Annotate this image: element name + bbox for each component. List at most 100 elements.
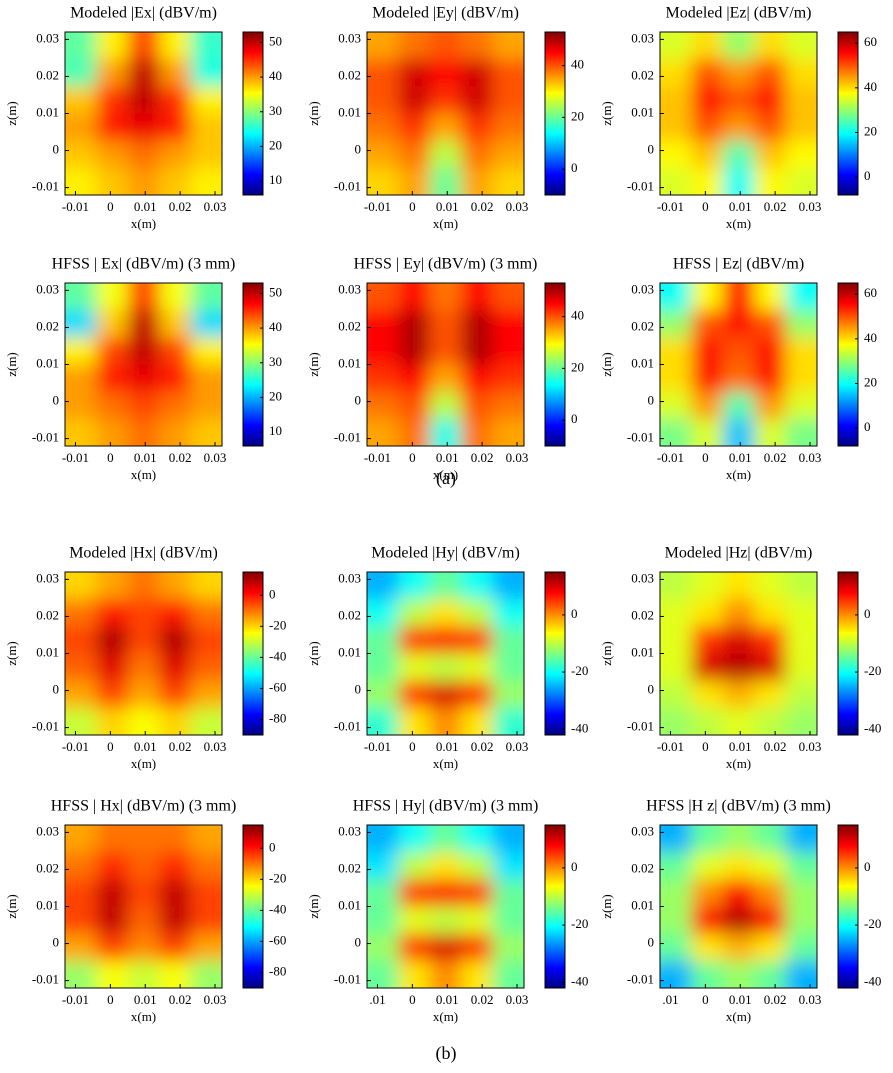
heatmap-cell [127,599,160,627]
colorbar [544,571,566,736]
heatmap-cell [159,680,192,709]
heatmap-cell [722,852,755,880]
heatmap [65,32,222,195]
colorbar-tick-label: -40 [269,901,286,916]
heatmap-cell [65,680,97,709]
heatmap-cell [159,337,192,365]
heatmap-cell [65,86,97,114]
x-axis-label: x(m) [726,216,751,231]
heatmap-cell [96,852,129,880]
heatmap-cell [96,59,129,87]
heatmap-cell [159,283,192,311]
caption: (b) [436,1043,457,1064]
heatmap-cell [722,310,755,338]
heatmap-cell [722,86,755,114]
heatmap-cell [660,59,692,87]
heatmap-cell [367,707,399,735]
colorbar-tick-label: -20 [571,663,588,678]
heatmap-cell [159,653,192,682]
heatmap-cell [660,825,692,853]
heatmap-cell [127,707,160,735]
heatmap-cell [398,879,431,907]
heatmap-cell [65,825,97,853]
x-tick-label: 0.03 [204,199,227,214]
heatmap-cell [429,310,462,338]
heatmap-cell [754,283,787,311]
heatmap-cell [492,680,524,709]
heatmap-cell [492,113,524,142]
colorbar-tick-label: 30 [269,354,282,369]
heatmap-cell [785,337,817,365]
heatmap-cell [492,626,524,654]
x-tick-label: 0.02 [169,739,192,754]
heatmap-cell [190,310,222,338]
heatmap-cell [461,283,494,311]
colorbar-tick-label: 40 [571,308,584,323]
colorbar-tick-label: 40 [269,319,282,334]
heatmap-cell [127,283,160,311]
heatmap-cell [722,680,755,709]
heatmap-cell [660,113,692,142]
heatmap-cell [691,707,724,735]
heatmap-cell [65,653,97,682]
heatmap-cell [127,418,160,446]
y-tick-label: 0.01 [338,644,361,659]
heatmap-cell [127,32,160,60]
heatmap-cell [785,364,817,393]
heatmap-cell [754,599,787,627]
heatmap-cell [754,960,787,988]
y-tick-label: -0.01 [627,179,654,194]
heatmap-cell [398,960,431,988]
heatmap-cell [722,337,755,365]
colorbar [544,824,566,989]
heatmap-cell [691,310,724,338]
heatmap-cell [722,59,755,87]
panel-title: HFSS | Hx| (dBV/m) (3 mm) [51,798,237,815]
heatmap-cell [429,283,462,311]
heatmap-cell [96,113,129,142]
heatmap-cell [190,707,222,735]
y-axis-label: z(m) [4,641,19,666]
x-tick-label: 0.02 [764,739,787,754]
heatmap-cell [159,167,192,195]
heatmap-cell [190,283,222,311]
heatmap-cell [367,418,399,446]
y-tick-label: 0.02 [631,860,654,875]
y-tick-label: -0.01 [334,972,361,987]
heatmap-cell [785,140,817,169]
x-tick-label: -0.01 [657,450,684,465]
heatmap-cell [660,933,692,962]
heatmap-cell [722,113,755,142]
heatmap-cells [367,572,524,735]
colorbar-tick-label: 40 [269,68,282,83]
heatmap-cell [660,879,692,907]
y-tick-label: 0 [648,142,655,157]
heatmap-cell [461,113,494,142]
x-tick-label: -0.01 [364,739,391,754]
heatmap-cell [367,572,399,600]
heatmap-cell [367,167,399,195]
heatmap-cell [691,167,724,195]
heatmap-cell [461,86,494,114]
x-axis-label: x(m) [433,216,458,231]
x-tick-label: 0.01 [729,450,752,465]
heatmap-cell [429,86,462,114]
colorbar-tick-label: 0 [864,859,871,874]
y-axis-label: z(m) [306,894,321,919]
heatmap-cell [96,310,129,338]
panel-title: HFSS | Ez| (dBV/m) [673,256,804,273]
heatmap-cell [785,572,817,600]
y-tick-label: 0.02 [338,607,361,622]
heatmap-cell [691,364,724,393]
colorbar-tick-label: 60 [864,285,877,300]
y-tick-label: 0 [355,393,362,408]
heatmap-cell [159,933,192,962]
y-tick-label: 0.01 [36,104,59,119]
heatmap-cell [722,653,755,682]
heatmap-cell [785,310,817,338]
colorbar [837,571,859,736]
heatmap-cell [65,626,97,654]
x-tick-label: -0.01 [62,199,89,214]
heatmap-cell [785,825,817,853]
heatmap-cell [190,59,222,87]
